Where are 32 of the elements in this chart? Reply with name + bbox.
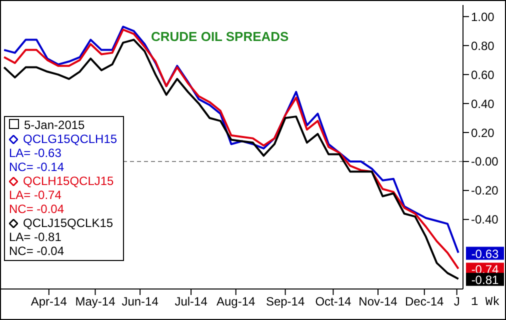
x-tick-label: Dec-14 [405, 294, 444, 309]
annotation: LA= -0.63 [9, 146, 62, 160]
y-tick-label: 0.20 [471, 126, 495, 140]
annotation: NC= -0.14 [9, 160, 66, 174]
x-tick-label: J [454, 294, 460, 309]
y-tick-label: -0.00 [471, 154, 499, 169]
y-tick-label: 0.60 [471, 68, 495, 82]
x-tick-label: Jul-14 [174, 294, 208, 309]
annotation: NC= -0.04 [9, 202, 66, 216]
x-tick-label: May-14 [75, 294, 116, 309]
y-tick-label: -0.20 [471, 184, 499, 198]
legend-label: QCLJ15QCLK15 [22, 216, 114, 230]
x-tick-label: Apr-14 [30, 294, 68, 309]
x-tick-label: Aug-14 [216, 294, 256, 309]
annotation: LA= -0.74 [9, 188, 62, 202]
legend-label: QCLG15QCLH15 [22, 132, 118, 146]
text: CRUDE OIL SPREADS [151, 29, 289, 44]
annotation: NC= -0.04 [9, 244, 66, 258]
text: 1 Wk [471, 295, 500, 309]
data-label: -0.63 [471, 246, 499, 261]
x-tick-label: Sep-14 [266, 294, 305, 309]
x-tick-label: Nov-14 [358, 294, 398, 309]
annotation: LA= -0.81 [9, 230, 62, 244]
y-tick-label: 1.00 [471, 10, 495, 24]
y-tick-label: -0.40 [471, 212, 499, 227]
x-tick-label: Jun-14 [122, 294, 159, 309]
legend-label: QCLH15QCLJ15 [22, 174, 115, 188]
legend-title: 5-Jan-2015 [23, 118, 86, 132]
y-tick-label: 0.40 [471, 96, 495, 111]
y-tick-label: 0.80 [471, 38, 495, 53]
x-tick-label: Oct-14 [315, 294, 352, 309]
data-label: -0.81 [471, 272, 499, 287]
